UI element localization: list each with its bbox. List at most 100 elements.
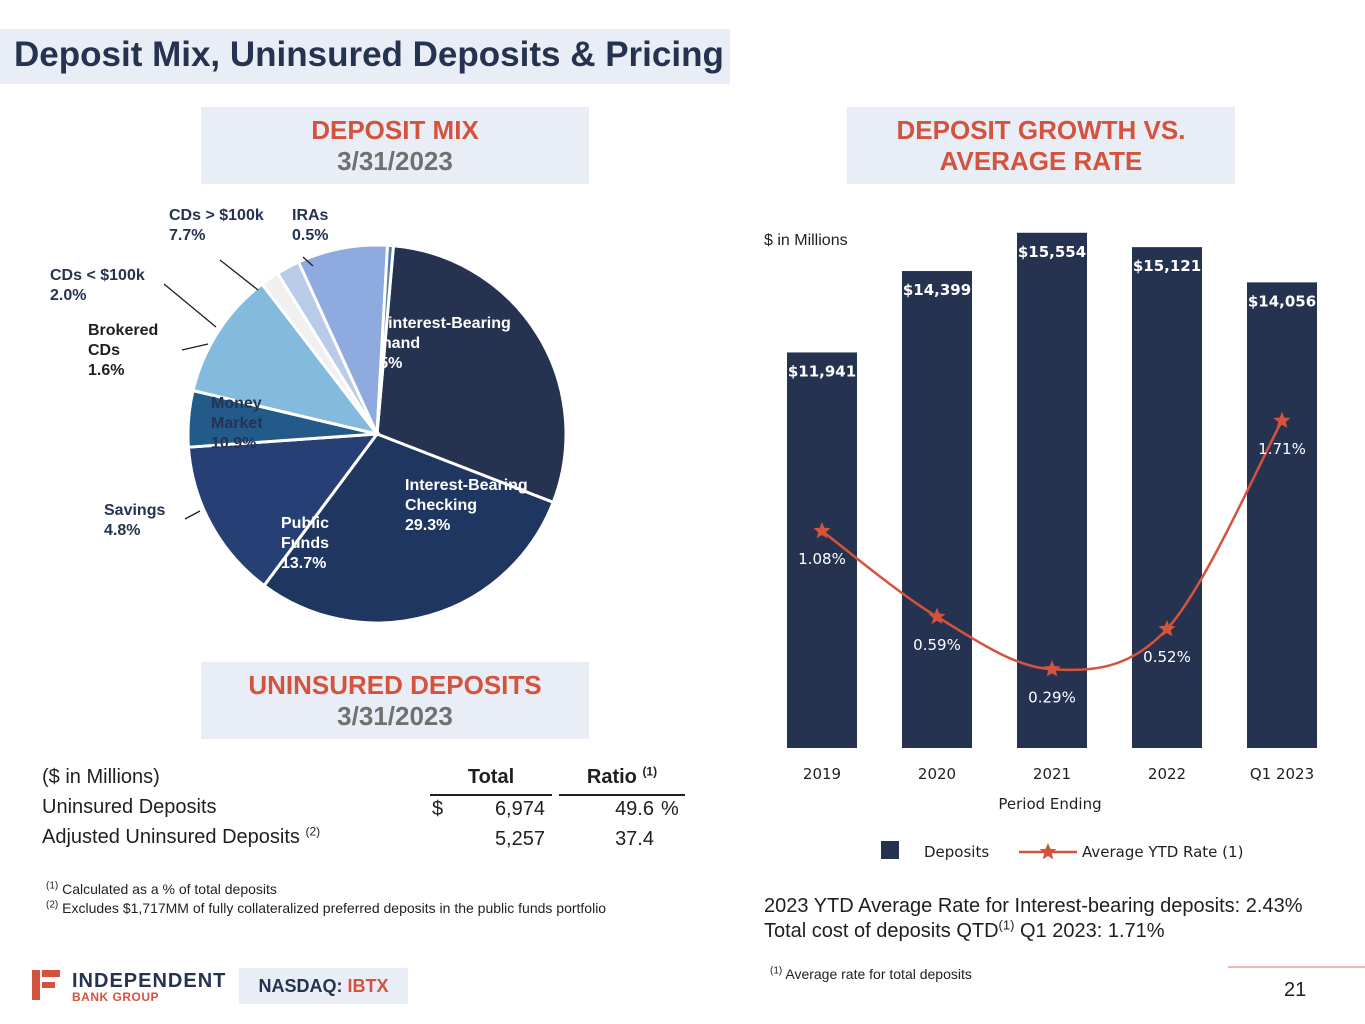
pie-label-cds-100k: CDs > $100k 7.7%	[169, 207, 264, 244]
row-ratio: 37.4	[615, 828, 654, 850]
legend-swatch-deposits	[881, 841, 899, 859]
row-total: 5,257	[494, 828, 545, 850]
footnote-2: (2) Excludes $1,717MM of fully collatera…	[46, 900, 606, 916]
legend-star-icon	[1039, 843, 1057, 860]
column-header-ratio: Ratio (1)	[559, 764, 685, 796]
rate-summary: 2023 YTD Average Rate for Interest-beari…	[764, 894, 1302, 944]
pie-label-cds-100k: CDs < $100k 2.0%	[50, 267, 145, 304]
x-tick-label: 2021	[1033, 765, 1071, 783]
bar-value-label: $14,399	[903, 281, 971, 299]
footnote-2-text: Excludes $1,717MM of fully collateralize…	[62, 900, 607, 916]
column-header-ratio-note: (1)	[642, 764, 658, 779]
rate-value-label: 0.52%	[1143, 648, 1191, 666]
legend-label-deposits: Deposits	[924, 843, 989, 861]
rate-summary-line2-note: (1)	[998, 917, 1015, 933]
footnote-2-mark: (2)	[46, 899, 59, 911]
row-total: 6,974	[494, 798, 545, 820]
rate-value-label: 0.59%	[913, 636, 961, 654]
uninsured-header-date: 3/31/2023	[337, 701, 453, 731]
rate-summary-line2-b: Q1 2023: 1.71%	[1014, 920, 1165, 942]
growth-footnote-text: Average rate for total deposits	[785, 966, 972, 982]
pie-label-interest-bearing-checking: Interest-Bearing Checking 29.3%	[405, 477, 528, 534]
column-header-ratio-text: Ratio	[586, 766, 637, 788]
y-units-label: $ in Millions	[764, 232, 848, 249]
rate-line	[821, 420, 1284, 672]
legend-label-rate: Average YTD Rate (1)	[1082, 843, 1243, 861]
rate-point-2019	[813, 522, 831, 539]
deposit-growth-header-line1: DEPOSIT GROWTH VS.	[896, 115, 1186, 145]
deposit-mix-pie-chart: Noninterest-BearingDemand29.5%Interest-B…	[50, 207, 568, 625]
pie-slice-iras	[375, 243, 396, 435]
rate-point-2022	[1158, 620, 1176, 637]
pie-leader-savings	[184, 510, 201, 520]
bar-value-label: $15,121	[1133, 257, 1201, 275]
logo-mark-icon	[32, 970, 60, 1000]
rate-value-label: 1.71%	[1258, 440, 1306, 458]
page-number-rule	[1228, 966, 1365, 968]
chart-legend: Deposits Average YTD Rate (1)	[881, 841, 1243, 861]
bar-value-label: $15,554	[1018, 243, 1086, 261]
ticker-badge: NASDAQ: IBTX	[239, 968, 408, 1004]
pie-label-iras: IRAs 0.5%	[292, 207, 329, 244]
table-row: Adjusted Uninsured Deposits (2) 5,257 37…	[42, 824, 702, 856]
pie-leader-cds-100k	[163, 283, 217, 328]
row-pct-sign: %	[661, 798, 679, 820]
x-tick-label: 2020	[918, 765, 956, 783]
pie-label-public-funds: Public Funds 13.7%	[281, 515, 329, 572]
rate-summary-line2-a: Total cost of deposits QTD	[764, 920, 999, 942]
logo-name: INDEPENDENT	[72, 970, 227, 992]
bar-deposits-2022	[1132, 247, 1202, 748]
row-ratio: 49.6	[615, 798, 654, 820]
bar-deposits-q1-2023	[1247, 282, 1317, 748]
bar-value-label: $14,056	[1248, 292, 1316, 310]
x-tick-label: Q1 2023	[1250, 765, 1314, 783]
rate-point-2021	[1043, 660, 1061, 677]
deposit-growth-header: DEPOSIT GROWTH VS. AVERAGE RATE	[847, 107, 1235, 184]
row-label-note: (2)	[305, 824, 321, 839]
uninsured-header: UNINSURED DEPOSITS 3/31/2023	[201, 662, 589, 739]
row-currency: $	[432, 798, 444, 820]
x-tick-label: 2022	[1148, 765, 1186, 783]
column-header-total: Total	[430, 766, 552, 796]
page-number: 21	[1284, 979, 1307, 1001]
x-axis-label: Period Ending	[998, 795, 1101, 813]
rate-value-label: 0.29%	[1028, 688, 1076, 706]
pie-slice-public-funds	[186, 432, 381, 588]
deposit-mix-header-date: 3/31/2023	[337, 146, 453, 176]
ticker-label: NASDAQ:	[258, 976, 348, 996]
rate-summary-line2: Total cost of deposits QTD(1) Q1 2023: 1…	[764, 917, 1302, 944]
rate-summary-line1: 2023 YTD Average Rate for Interest-beari…	[764, 895, 1303, 917]
x-tick-label: 2019	[803, 765, 841, 783]
growth-footnote: (1) Average rate for total deposits	[770, 966, 972, 982]
pie-leader-brokered-cds	[181, 343, 209, 351]
table-units-label: ($ in Millions)	[42, 766, 160, 788]
table-row: Uninsured Deposits $ 6,974 49.6 %	[42, 796, 702, 826]
uninsured-header-title: UNINSURED DEPOSITS	[248, 670, 542, 700]
logo-subname: BANK GROUP	[72, 990, 160, 1004]
deposit-mix-header: DEPOSIT MIX 3/31/2023	[201, 107, 589, 184]
bar-deposits-2020	[902, 271, 972, 748]
ticker-symbol: IBTX	[347, 976, 389, 996]
pie-label-savings: Savings 4.8%	[104, 502, 165, 539]
pie-slice-interest-bearing-checking	[262, 432, 556, 625]
pie-label-money-market: Money Market 10.9%	[211, 395, 263, 452]
deposit-growth-header-line2: AVERAGE RATE	[939, 146, 1143, 176]
rate-point-2020	[928, 607, 946, 625]
rate-value-label: 1.08%	[798, 550, 846, 568]
footnote-1-mark: (1)	[46, 880, 59, 892]
row-label-text: Uninsured Deposits	[42, 796, 217, 818]
pie-leader-iras	[302, 256, 314, 267]
row-label: Adjusted Uninsured Deposits (2)	[42, 824, 321, 849]
deposit-growth-chart: $ in Millions $11,941 2019 $14,399 2020 $15,5…	[764, 232, 1317, 861]
bar-value-label: $11,941	[788, 362, 856, 380]
pie-label-brokered-cds: Brokered CDs 1.6%	[88, 322, 158, 379]
uninsured-deposits-table: ($ in Millions) Total Ratio (1) Uninsure…	[42, 764, 702, 856]
title-bar: Deposit Mix, Uninsured Deposits & Pricin…	[0, 29, 730, 84]
pie-slice-noninterest-bearing-demand	[375, 244, 568, 505]
row-label-text: Adjusted Uninsured Deposits	[42, 826, 300, 848]
pie-leader-cds-100k	[219, 259, 259, 291]
deposit-mix-header-title: DEPOSIT MIX	[311, 115, 479, 145]
growth-footnote-mark: (1)	[770, 965, 783, 977]
footnote-1-text: Calculated as a % of total deposits	[62, 881, 277, 897]
row-label: Uninsured Deposits	[42, 796, 217, 819]
